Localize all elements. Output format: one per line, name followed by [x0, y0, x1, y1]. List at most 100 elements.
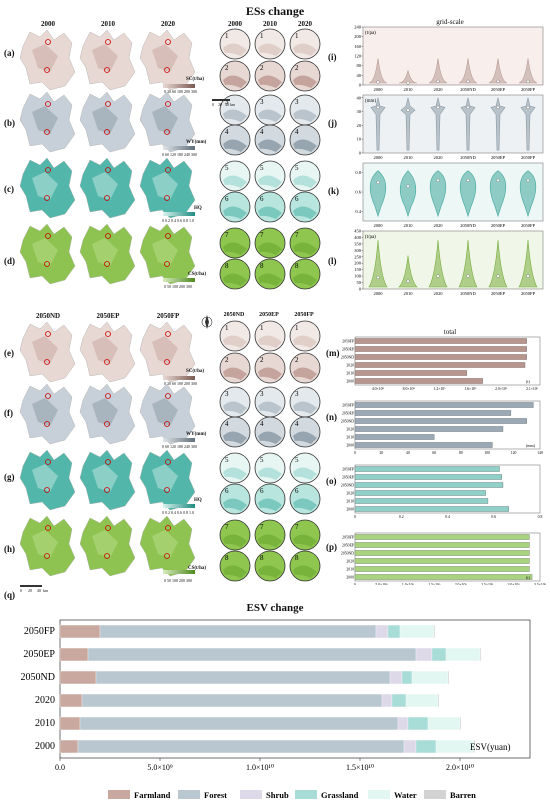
zoom-circle-number: 2	[260, 64, 264, 72]
legend-hq-label: HQ	[194, 498, 202, 503]
zoom-circle-number: 5	[225, 456, 229, 464]
zoom-circle-texture	[258, 467, 282, 480]
highlight-marker	[104, 195, 110, 201]
legend-label: Barren	[450, 790, 476, 800]
median-point	[496, 178, 500, 182]
region-map	[139, 223, 196, 285]
y-axis-label: (t/pa)	[365, 31, 376, 36]
esv-bar-segment	[375, 624, 389, 639]
region-map	[79, 223, 136, 285]
legend-cs-label: CS(t/ha)	[188, 566, 207, 571]
zoom-circle-number: 7	[295, 523, 299, 531]
bar	[354, 574, 533, 580]
highlight-marker	[164, 129, 170, 135]
chart-frame	[362, 94, 544, 154]
zoom-circle-texture	[223, 273, 247, 286]
highlight-marker	[45, 167, 51, 173]
scale-bar-tick: 20	[218, 102, 222, 107]
scale-bar-tick: 0	[212, 102, 214, 107]
highlight-marker	[165, 393, 171, 399]
zoom-circle-number: 6	[260, 487, 264, 495]
y-tick-label: 2050ND	[21, 672, 55, 683]
region-map-texture	[152, 172, 178, 200]
median-point	[376, 275, 380, 279]
region-map	[79, 157, 136, 219]
region-map-texture	[152, 44, 178, 72]
x-tick-label: 2050EP	[491, 87, 506, 92]
esv-bar-segment	[447, 670, 450, 685]
year-label: 2000	[41, 20, 55, 28]
x-tick-label: 2010	[404, 291, 414, 296]
esv-bar-segment	[381, 693, 393, 708]
x-tick-label: 2050ND	[460, 155, 476, 160]
y-tick-label: 450	[354, 229, 362, 234]
x-tick-label: 2.0×10⁹	[455, 583, 468, 585]
highlight-marker	[164, 421, 170, 427]
highlight-marker	[105, 459, 111, 465]
scale-bar-tick: 40	[225, 102, 229, 107]
highlight-marker	[45, 39, 51, 45]
y-tick-label: 250	[354, 254, 362, 259]
year-label: 2050FP	[156, 312, 180, 320]
region-map	[19, 515, 76, 577]
esv-bar-segment	[473, 739, 476, 754]
bar	[354, 426, 504, 432]
zoom-circle-number: 3	[260, 98, 264, 106]
x-tick-label: 2.0×10⁹	[495, 387, 508, 391]
zoom-circle-number: 1	[295, 324, 299, 332]
y-tick-label: 2050ND	[341, 483, 354, 487]
highlight-marker	[105, 39, 111, 45]
x-tick-label: 0.8	[538, 515, 543, 519]
esv-bar-segment	[99, 624, 377, 639]
y-tick-label: 2050EP	[23, 649, 55, 660]
esv-bar-segment	[415, 647, 433, 662]
zoom-circle-number: 3	[225, 98, 229, 106]
median-point	[436, 105, 440, 109]
bar	[354, 338, 527, 344]
esv-bar-segment	[397, 716, 409, 731]
zoom-circle-texture	[258, 242, 282, 255]
y-tick-label: 40	[357, 73, 362, 78]
y-axis-label: (t/pa)	[365, 235, 376, 240]
ess-change-title: ESs change	[245, 4, 305, 18]
region-map-texture	[92, 238, 118, 266]
zoom-circle-number: 6	[295, 487, 299, 495]
x-tick-label: 5.0×10⁹	[147, 763, 173, 772]
zoom-circle-texture	[258, 43, 282, 56]
median-point	[526, 105, 530, 109]
y-tick-label: 0	[359, 151, 362, 156]
highlight-marker	[45, 233, 51, 239]
panel-label-k: (k)	[328, 186, 339, 196]
bar	[354, 566, 530, 572]
region-map-texture	[92, 336, 118, 364]
highlight-marker	[105, 525, 111, 531]
zoom-circle-texture	[258, 175, 282, 188]
y-tick-label: 2000	[346, 507, 354, 511]
median-point	[526, 274, 530, 278]
legend-swatch	[108, 790, 130, 799]
bar	[354, 482, 504, 488]
y-tick-label: 200	[354, 34, 362, 39]
region-map	[19, 29, 76, 91]
esv-bar-segment	[427, 716, 461, 731]
region-map	[79, 383, 136, 445]
y-tick-label: 350	[354, 241, 362, 246]
esv-bar-segment	[479, 647, 482, 662]
y-tick-label: 2010	[346, 499, 354, 503]
median-point	[376, 180, 380, 184]
zoom-circle-number: 4	[295, 420, 299, 428]
x-tick-label: 3.5×10⁹	[534, 583, 547, 585]
median-point	[466, 79, 470, 83]
violin-shape	[519, 170, 537, 218]
legend-color-bar	[163, 212, 195, 216]
zoom-circle-number: 1	[225, 32, 229, 40]
highlight-marker	[44, 421, 50, 427]
x-tick-label: 2050EP	[491, 155, 506, 160]
zoom-circle-number: 7	[260, 523, 264, 531]
zoom-circle-texture	[258, 367, 282, 380]
x-tick-label: 2010	[404, 155, 414, 160]
violin-shape	[398, 255, 418, 288]
panel-label-d: (d)	[4, 256, 15, 266]
zoom-circle-number: 4	[225, 420, 229, 428]
zoom-circle-number: 7	[225, 523, 229, 531]
